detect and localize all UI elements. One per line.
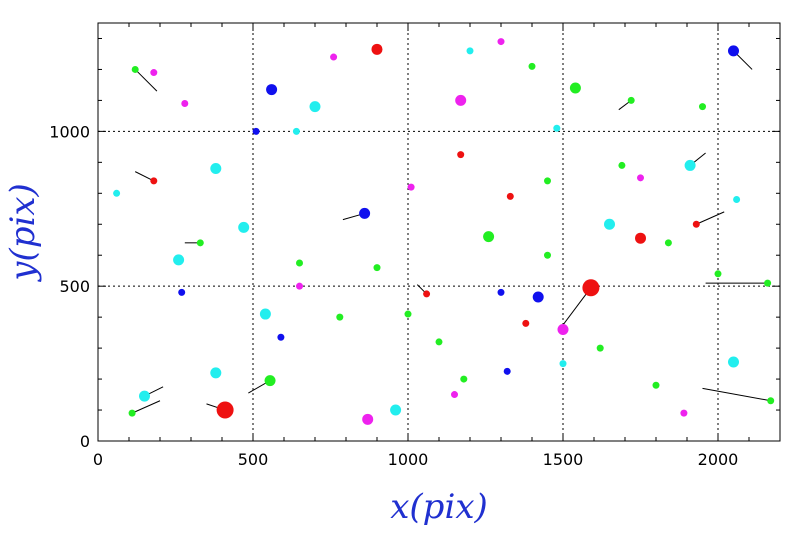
data-point xyxy=(210,367,222,379)
data-point xyxy=(559,360,567,368)
data-point xyxy=(404,310,412,318)
data-point xyxy=(407,183,415,191)
data-point xyxy=(460,375,468,383)
data-point xyxy=(684,159,696,171)
data-point xyxy=(173,254,185,266)
data-point xyxy=(113,189,121,197)
data-point xyxy=(604,218,615,230)
data-point xyxy=(664,239,672,247)
data-point xyxy=(553,124,561,132)
data-points xyxy=(113,38,775,425)
data-point xyxy=(423,290,431,298)
data-point xyxy=(390,404,402,416)
data-point xyxy=(618,161,626,169)
data-point xyxy=(652,381,660,389)
data-point xyxy=(728,356,739,368)
data-point xyxy=(764,279,772,287)
vector-segment xyxy=(696,211,725,225)
data-point xyxy=(292,127,300,135)
data-point xyxy=(596,344,604,352)
data-point xyxy=(181,100,189,108)
data-point xyxy=(330,53,338,61)
data-point xyxy=(373,264,381,272)
data-point xyxy=(455,94,467,106)
data-point xyxy=(532,291,544,303)
data-point xyxy=(528,62,536,70)
data-point xyxy=(767,397,775,405)
data-point xyxy=(522,319,530,327)
data-point xyxy=(733,195,741,203)
data-point xyxy=(569,82,581,94)
data-point xyxy=(264,375,276,387)
data-point xyxy=(506,192,514,200)
data-point xyxy=(699,103,706,111)
data-point xyxy=(238,221,250,233)
x-tick-label: 1500 xyxy=(543,450,584,469)
data-point xyxy=(259,308,271,320)
axis-ticks xyxy=(97,23,781,442)
data-point xyxy=(582,279,600,297)
data-point xyxy=(497,38,505,46)
data-point xyxy=(309,101,321,113)
x-tick-label: 2000 xyxy=(698,450,739,469)
data-point xyxy=(131,65,139,73)
x-tick-label: 500 xyxy=(238,450,269,469)
data-point xyxy=(728,45,739,57)
data-point xyxy=(371,43,383,55)
data-point xyxy=(196,239,204,247)
data-point xyxy=(296,282,303,290)
data-point xyxy=(497,288,505,296)
data-point xyxy=(680,409,688,417)
data-point xyxy=(714,270,722,278)
plot-frame xyxy=(97,22,781,442)
data-point xyxy=(544,177,551,185)
data-point xyxy=(362,413,374,425)
data-point xyxy=(359,207,371,219)
y-tick-label: 1000 xyxy=(49,122,90,141)
data-point xyxy=(557,324,569,336)
data-point xyxy=(483,231,495,243)
x-tick-labels: 0 500 1000 1500 2000 xyxy=(93,450,738,469)
data-point xyxy=(277,333,285,341)
data-point xyxy=(266,84,278,96)
data-point xyxy=(150,177,158,185)
data-point xyxy=(466,47,474,55)
y-tick-label: 0 xyxy=(80,432,90,451)
data-point xyxy=(178,288,186,296)
vector-segment xyxy=(702,387,771,402)
vector-segment xyxy=(134,69,158,92)
grid-lines xyxy=(98,23,780,441)
data-point xyxy=(296,259,303,267)
x-tick-label: 1000 xyxy=(388,450,429,469)
x-axis-title: x(pix) xyxy=(390,487,488,527)
y-axis-title: y(pix) xyxy=(3,183,43,283)
data-point xyxy=(451,391,458,399)
data-point xyxy=(692,220,700,228)
data-point xyxy=(435,338,443,346)
vector-segment xyxy=(131,400,161,414)
data-point xyxy=(150,69,158,77)
data-point xyxy=(635,232,646,244)
data-point xyxy=(503,367,511,375)
data-point xyxy=(637,174,644,182)
y-tick-label: 500 xyxy=(59,277,90,296)
y-tick-labels: 0 500 1000 xyxy=(49,122,90,451)
data-point xyxy=(252,127,260,135)
vector-segments xyxy=(131,50,771,414)
data-point xyxy=(216,401,234,419)
data-point xyxy=(457,151,465,159)
data-point xyxy=(128,409,136,417)
data-point xyxy=(336,313,344,321)
data-point xyxy=(210,163,222,175)
data-point xyxy=(627,96,635,104)
data-point xyxy=(139,390,150,402)
x-tick-label: 0 xyxy=(93,450,103,469)
data-point xyxy=(544,251,551,259)
